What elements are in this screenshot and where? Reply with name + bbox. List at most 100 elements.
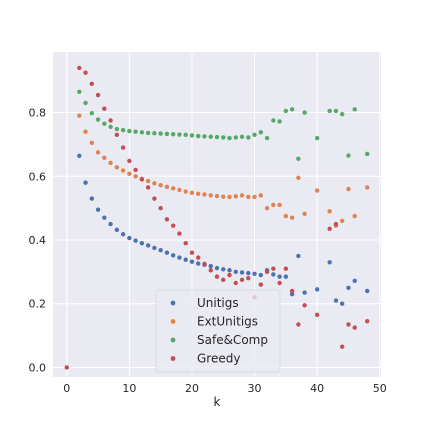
data-point [327, 209, 332, 214]
y-tick-label: 0.6 [29, 170, 47, 183]
data-point [177, 255, 182, 260]
data-point [133, 167, 138, 173]
data-point [258, 272, 264, 278]
data-point [196, 133, 201, 139]
data-point [177, 187, 182, 193]
data-point [314, 135, 320, 141]
data-point [95, 92, 101, 98]
data-point [127, 158, 132, 164]
data-point [208, 193, 213, 198]
data-point [158, 182, 163, 188]
data-point [202, 192, 207, 197]
data-point [352, 278, 357, 283]
legend-label: Greedy [197, 352, 240, 366]
data-point [77, 65, 82, 71]
data-point [246, 276, 251, 281]
data-point [139, 240, 145, 246]
data-point [183, 189, 188, 194]
x-tick-label: 50 [373, 382, 387, 395]
data-point [227, 135, 232, 141]
data-point [346, 153, 351, 158]
data-point [333, 221, 339, 227]
data-point [365, 319, 370, 324]
data-point [271, 266, 276, 271]
data-point [189, 250, 195, 255]
data-point [177, 231, 182, 236]
y-tick-label: 0.0 [29, 361, 47, 374]
data-point [64, 365, 69, 370]
data-point [314, 312, 320, 318]
data-point [114, 227, 120, 232]
data-point [302, 303, 307, 308]
legend-label: ExtUnitigs [197, 315, 258, 329]
data-point [108, 124, 113, 130]
data-point [296, 253, 301, 259]
data-point [233, 280, 238, 286]
data-point [158, 205, 163, 211]
legend-marker [170, 300, 176, 306]
data-point [133, 129, 138, 134]
data-point [208, 263, 213, 269]
data-point [77, 89, 82, 95]
data-point [365, 288, 370, 294]
data-point [327, 108, 332, 114]
x-axis-label: k [214, 395, 221, 409]
data-point [177, 132, 182, 137]
data-point [271, 118, 276, 123]
data-point [239, 270, 245, 275]
data-point [196, 261, 201, 266]
data-point [89, 196, 95, 201]
legend-label: Unitigs [197, 296, 239, 310]
data-point [152, 196, 157, 201]
data-point [214, 134, 220, 140]
data-point [352, 107, 357, 112]
data-point [108, 160, 113, 166]
data-point [183, 132, 188, 138]
y-tick-label: 0.8 [29, 107, 47, 120]
data-point [164, 217, 170, 222]
data-point [327, 260, 332, 265]
data-point [314, 188, 320, 193]
data-point [95, 117, 101, 122]
data-point [277, 119, 282, 124]
data-point [164, 250, 170, 255]
data-point [158, 247, 163, 253]
data-point [127, 235, 132, 241]
data-point [83, 180, 88, 185]
data-point [170, 132, 176, 137]
data-point [252, 132, 257, 138]
data-point [202, 261, 207, 267]
legend-marker [170, 356, 176, 361]
data-point [289, 107, 295, 112]
data-point [339, 344, 345, 349]
data-point [221, 194, 226, 199]
data-point [339, 301, 345, 306]
data-point [158, 131, 163, 136]
x-tick-label: 20 [185, 382, 199, 395]
data-point [327, 226, 332, 232]
data-point [258, 193, 264, 198]
data-point [164, 131, 170, 137]
y-tick-label: 0.2 [29, 298, 47, 311]
data-point [196, 191, 201, 196]
data-point [246, 270, 251, 276]
data-point [120, 232, 126, 237]
data-point [283, 266, 289, 271]
data-point [271, 202, 276, 208]
data-point [289, 288, 295, 294]
data-point [120, 145, 126, 150]
data-point [83, 70, 88, 75]
data-point [170, 186, 176, 191]
data-point [108, 118, 113, 123]
data-point [283, 108, 289, 114]
data-point [183, 257, 188, 262]
data-point [133, 174, 138, 179]
legend-box [155, 289, 281, 373]
series-greedy [64, 65, 370, 370]
data-point [296, 322, 301, 327]
data-point [264, 269, 270, 275]
data-point [221, 277, 226, 283]
data-point [264, 135, 270, 141]
data-point [258, 282, 264, 287]
data-point [252, 271, 257, 276]
